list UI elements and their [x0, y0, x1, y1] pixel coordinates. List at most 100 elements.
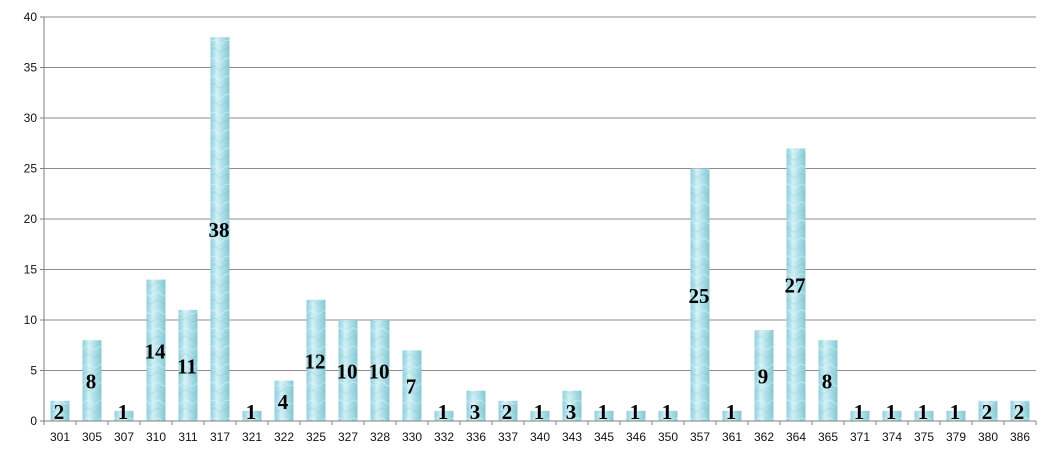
data-label: 27: [785, 274, 806, 298]
x-tick-label: 361: [722, 430, 742, 444]
data-label: 2: [1014, 400, 1025, 424]
bar-305: [82, 340, 102, 421]
bar-texture: [786, 148, 806, 422]
bar-texture: [754, 330, 774, 421]
bar-texture: [178, 309, 198, 421]
bar-texture: [146, 279, 166, 421]
data-label: 1: [854, 400, 865, 424]
bar-texture: [530, 410, 550, 421]
bar-texture: [1010, 400, 1030, 421]
x-tick-label: 332: [434, 430, 454, 444]
y-tick-label: 0: [30, 414, 37, 428]
bar-texture: [594, 410, 614, 421]
y-tick-label: 30: [24, 111, 38, 125]
gridlines: [44, 16, 1036, 371]
x-tick-label: 336: [466, 430, 486, 444]
bar-375: [914, 410, 934, 421]
bar-texture: [210, 37, 230, 421]
x-tick-label: 379: [946, 430, 966, 444]
x-tick-label: 327: [338, 430, 358, 444]
x-tick-label: 311: [178, 430, 197, 444]
bar-texture: [402, 350, 422, 421]
data-label: 25: [689, 284, 710, 308]
bar-texture: [434, 410, 454, 421]
bar-texture: [850, 410, 870, 421]
bar-311: [178, 309, 198, 421]
x-tick-label: 357: [690, 430, 710, 444]
data-label: 1: [662, 400, 673, 424]
x-tick-label: 321: [242, 430, 262, 444]
y-tick-label: 40: [24, 10, 38, 24]
bar-301: [50, 400, 70, 421]
data-label: 1: [950, 400, 961, 424]
bar-357: [690, 168, 710, 421]
bar-texture: [946, 410, 966, 421]
bar-380: [978, 400, 998, 421]
bar-346: [626, 410, 646, 421]
bar-322: [274, 380, 294, 421]
data-label: 1: [918, 400, 929, 424]
bar-361: [722, 410, 742, 421]
x-tick-label: 375: [914, 430, 934, 444]
bar-386: [1010, 400, 1030, 421]
x-tick-label: 317: [210, 430, 230, 444]
x-tick-label: 380: [978, 430, 998, 444]
x-tick-label: 362: [754, 430, 774, 444]
bar-330: [402, 350, 422, 421]
data-label: 3: [566, 400, 577, 424]
bar-374: [882, 410, 902, 421]
axes: [43, 17, 1037, 425]
bar-texture: [114, 410, 134, 421]
bar-texture: [370, 320, 390, 421]
data-label: 8: [822, 370, 833, 394]
bar-337: [498, 400, 518, 421]
data-label: 11: [177, 354, 197, 378]
data-label: 14: [145, 339, 167, 363]
x-tick-label: 340: [530, 430, 550, 444]
bar-texture: [274, 380, 294, 421]
bar-307: [114, 410, 134, 421]
data-label: 1: [246, 400, 257, 424]
x-tick-label: 301: [50, 430, 70, 444]
bar-texture: [50, 400, 70, 421]
x-axis-tick-labels: 301 305 307 310 311 317 321 322 325 327 328 330 332 3…: [50, 430, 1030, 444]
bar-336: [466, 390, 486, 421]
data-label: 3: [470, 400, 481, 424]
data-label: 1: [534, 400, 545, 424]
x-tick-label: 307: [114, 430, 134, 444]
bar-310: [146, 279, 166, 421]
data-label: 1: [598, 400, 609, 424]
bar-345: [594, 410, 614, 421]
bar-364: [786, 148, 806, 422]
bar-texture: [242, 410, 262, 421]
data-label: 8: [86, 370, 97, 394]
x-tick-label: 364: [786, 430, 806, 444]
x-tick-label: 371: [850, 430, 870, 444]
bar-texture: [338, 320, 358, 421]
y-tick-label: 15: [24, 263, 38, 277]
bar-texture: [882, 410, 902, 421]
bar-texture: [498, 400, 518, 421]
y-tick-label: 35: [24, 61, 38, 75]
x-tick-label: 328: [370, 430, 390, 444]
data-label: 2: [982, 400, 993, 424]
bar-texture: [818, 340, 838, 421]
bar-texture: [562, 390, 582, 421]
x-tick-label: 350: [658, 430, 678, 444]
bar-317: [210, 37, 230, 421]
bar-379: [946, 410, 966, 421]
data-label: 1: [726, 400, 737, 424]
bar-327: [338, 320, 358, 421]
bar-332: [434, 410, 454, 421]
bar-texture: [626, 410, 646, 421]
bar-343: [562, 390, 582, 421]
data-label: 10: [337, 360, 358, 384]
x-tick-label: 322: [274, 430, 294, 444]
x-tick-label: 325: [306, 430, 326, 444]
x-tick-label: 374: [882, 430, 902, 444]
y-axis-tick-labels: 0 5 10 15 20 25 30 35 40: [24, 10, 44, 428]
x-tick-label: 305: [82, 430, 102, 444]
data-label: 1: [118, 400, 129, 424]
bar-texture: [978, 400, 998, 421]
y-tick-label: 20: [24, 212, 38, 226]
